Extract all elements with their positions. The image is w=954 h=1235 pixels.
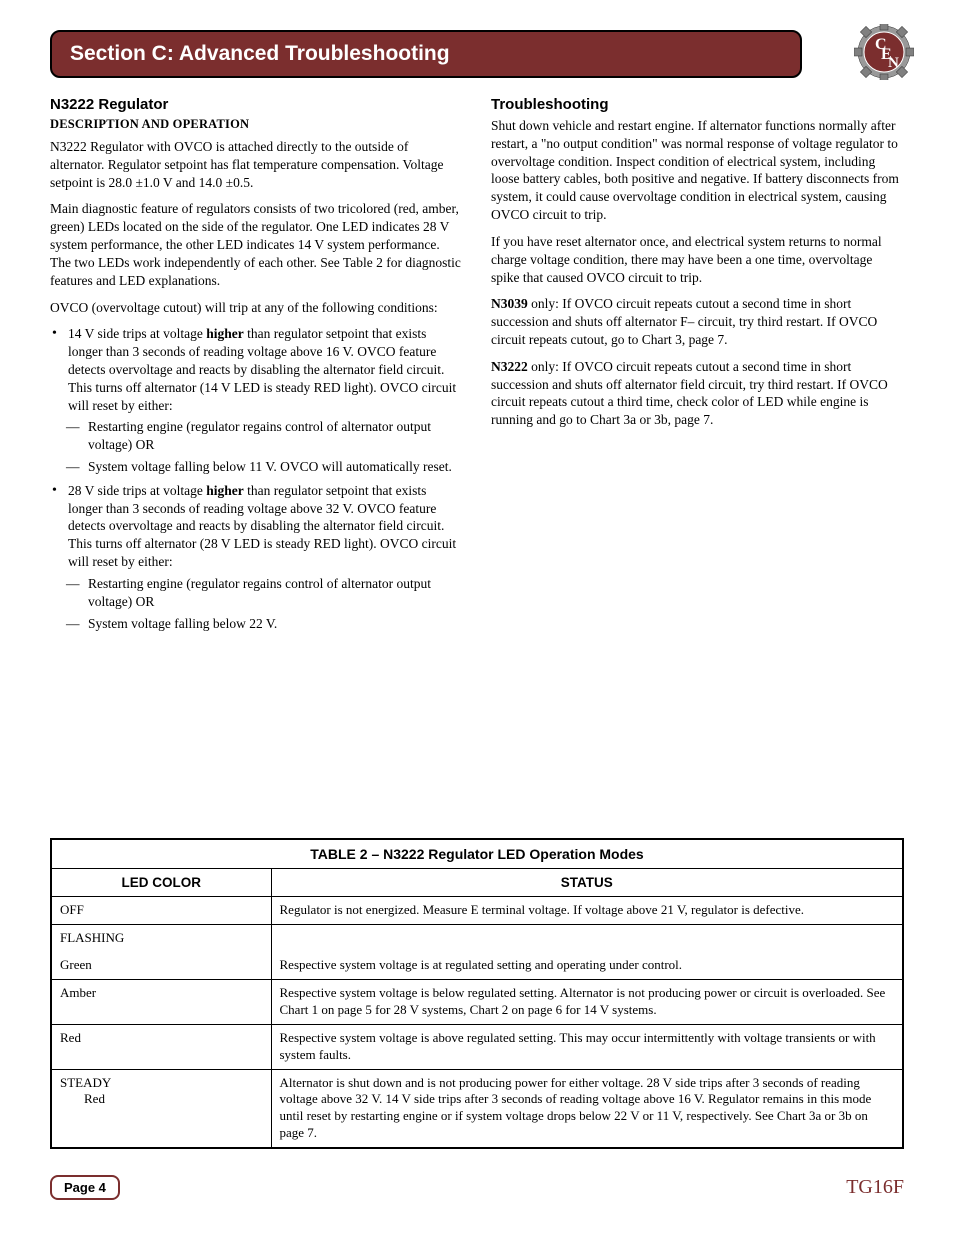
row-steady-status: Alternator is shut down and is not produ… xyxy=(271,1069,903,1148)
para-desc-1: N3222 Regulator with OVCO is attached di… xyxy=(50,138,463,191)
led-table-section: TABLE 2 – N3222 Regulator LED Operation … xyxy=(50,838,904,1149)
reset-28v-2: System voltage falling below 22 V. xyxy=(88,615,463,633)
row-flashing-label: FLASHING xyxy=(51,925,271,952)
header: Section C: Advanced Troubleshooting C E xyxy=(50,30,904,78)
col-header-status: STATUS xyxy=(271,869,903,897)
section-title-bar: Section C: Advanced Troubleshooting xyxy=(50,30,802,78)
reset-28v-1: Restarting engine (regulator regains con… xyxy=(88,575,463,611)
col-header-led: LED COLOR xyxy=(51,869,271,897)
troubleshooting-heading: Troubleshooting xyxy=(491,96,904,113)
troubleshoot-p2: If you have reset alternator once, and e… xyxy=(491,233,904,286)
troubleshoot-p1: Shut down vehicle and restart engine. If… xyxy=(491,117,904,224)
condition-28v: 28 V side trips at voltage higher than r… xyxy=(68,482,463,633)
para-desc-3: OVCO (overvoltage cutout) will trip at a… xyxy=(50,299,463,317)
description-heading: DESCRIPTION AND OPERATION xyxy=(50,117,463,132)
row-amber-status: Respective system voltage is below regul… xyxy=(271,979,903,1024)
content-columns: N3222 Regulator DESCRIPTION AND OPERATIO… xyxy=(50,96,904,638)
row-red-status: Respective system voltage is above regul… xyxy=(271,1024,903,1069)
row-steady-label: STEADY Red xyxy=(51,1069,271,1148)
regulator-heading: N3222 Regulator xyxy=(50,96,463,113)
reset-14v-1: Restarting engine (regulator regains con… xyxy=(88,418,463,454)
row-amber-label: Amber xyxy=(51,979,271,1024)
row-green-label: Green xyxy=(51,952,271,979)
row-off-label: OFF xyxy=(51,897,271,925)
brand-logo: C E N xyxy=(854,24,914,80)
condition-14v: 14 V side trips at voltage higher than r… xyxy=(68,325,463,476)
led-operation-table: TABLE 2 – N3222 Regulator LED Operation … xyxy=(50,838,904,1149)
row-red-label: Red xyxy=(51,1024,271,1069)
document-code: TG16F xyxy=(846,1176,904,1199)
page-number: Page 4 xyxy=(50,1175,120,1200)
row-off-status: Regulator is not energized. Measure E te… xyxy=(271,897,903,925)
condition-list: 14 V side trips at voltage higher than r… xyxy=(50,325,463,632)
section-title: Section C: Advanced Troubleshooting xyxy=(70,42,450,65)
page-footer: Page 4 TG16F xyxy=(50,1175,904,1200)
para-desc-2: Main diagnostic feature of regulators co… xyxy=(50,200,463,289)
right-column: Troubleshooting Shut down vehicle and re… xyxy=(491,96,904,638)
troubleshoot-p3: N3039 only: If OVCO circuit repeats cuto… xyxy=(491,295,904,348)
svg-text:N: N xyxy=(888,55,899,71)
reset-14v-2: System voltage falling below 11 V. OVCO … xyxy=(88,458,463,476)
row-green-status: Respective system voltage is at regulate… xyxy=(271,952,903,979)
left-column: N3222 Regulator DESCRIPTION AND OPERATIO… xyxy=(50,96,463,638)
table-title: TABLE 2 – N3222 Regulator LED Operation … xyxy=(51,839,903,869)
troubleshoot-p4: N3222 only: If OVCO circuit repeats cuto… xyxy=(491,358,904,429)
